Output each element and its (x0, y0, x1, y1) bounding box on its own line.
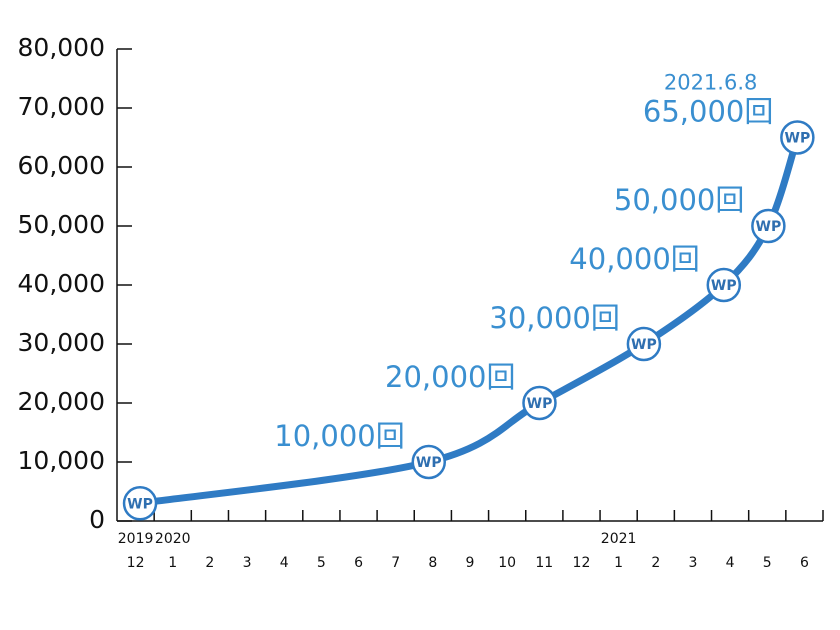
icon-text: WP (416, 455, 442, 471)
x-tick-label: 9 (466, 555, 475, 571)
y-tick-label: 60,000 (18, 151, 105, 180)
x-tick-label: 3 (243, 555, 252, 571)
year-label: 2021 (601, 531, 637, 547)
value-label: 20,000回 (385, 360, 515, 394)
icon-text: WP (756, 219, 782, 235)
y-tick-label: 40,000 (18, 269, 105, 298)
value-label: 50,000回 (614, 183, 744, 217)
value-label: 40,000回 (569, 242, 699, 276)
point-icon (411, 444, 447, 480)
x-tick-label: 8 (428, 555, 437, 571)
y-tick-label: 10,000 (18, 446, 105, 475)
y-tick-label: 20,000 (18, 387, 105, 416)
x-tick-label: 6 (354, 555, 363, 571)
icon-text: WP (785, 131, 811, 147)
y-tick-label: 30,000 (18, 328, 105, 357)
point-icon (706, 267, 742, 303)
x-tick-label: 5 (317, 555, 326, 571)
point-icon (626, 326, 662, 362)
value-label: 30,000回 (489, 301, 619, 335)
year-label: 2019 (118, 531, 154, 547)
x-tick-label: 1 (614, 555, 623, 571)
x-tick-label: 4 (726, 555, 735, 571)
x-tick-label: 11 (535, 555, 553, 571)
icon-text: WP (127, 496, 153, 512)
x-tick-label: 12 (573, 555, 591, 571)
year-label: 2020 (155, 531, 191, 547)
x-tick-label: 2 (205, 555, 214, 571)
value-label: 10,000回 (274, 419, 404, 453)
x-tick-label: 12 (127, 555, 145, 571)
x-tick-label: 6 (800, 555, 809, 571)
value-label: 65,000回 (643, 95, 773, 129)
point-icon (122, 486, 158, 521)
y-tick-label: 50,000 (18, 210, 105, 239)
x-tick-label: 5 (763, 555, 772, 571)
x-tick-label: 7 (391, 555, 400, 571)
y-tick-label: 70,000 (18, 92, 105, 121)
y-tick-label: 80,000 (18, 33, 105, 62)
point-icon (780, 120, 815, 155)
x-tick-label: 4 (280, 555, 289, 571)
y-tick-label: 0 (89, 505, 105, 534)
icon-text: WP (527, 396, 553, 412)
icon-text: WP (711, 278, 737, 294)
x-tick-label: 2 (651, 555, 660, 571)
point-icon (751, 208, 786, 244)
icon-text: WP (631, 337, 657, 353)
x-tick-label: 3 (688, 555, 697, 571)
x-tick-label: 1 (168, 555, 177, 571)
x-tick-label: 10 (498, 555, 516, 571)
point-icon (522, 385, 557, 421)
annotation: 2021.6.8 (664, 71, 758, 95)
